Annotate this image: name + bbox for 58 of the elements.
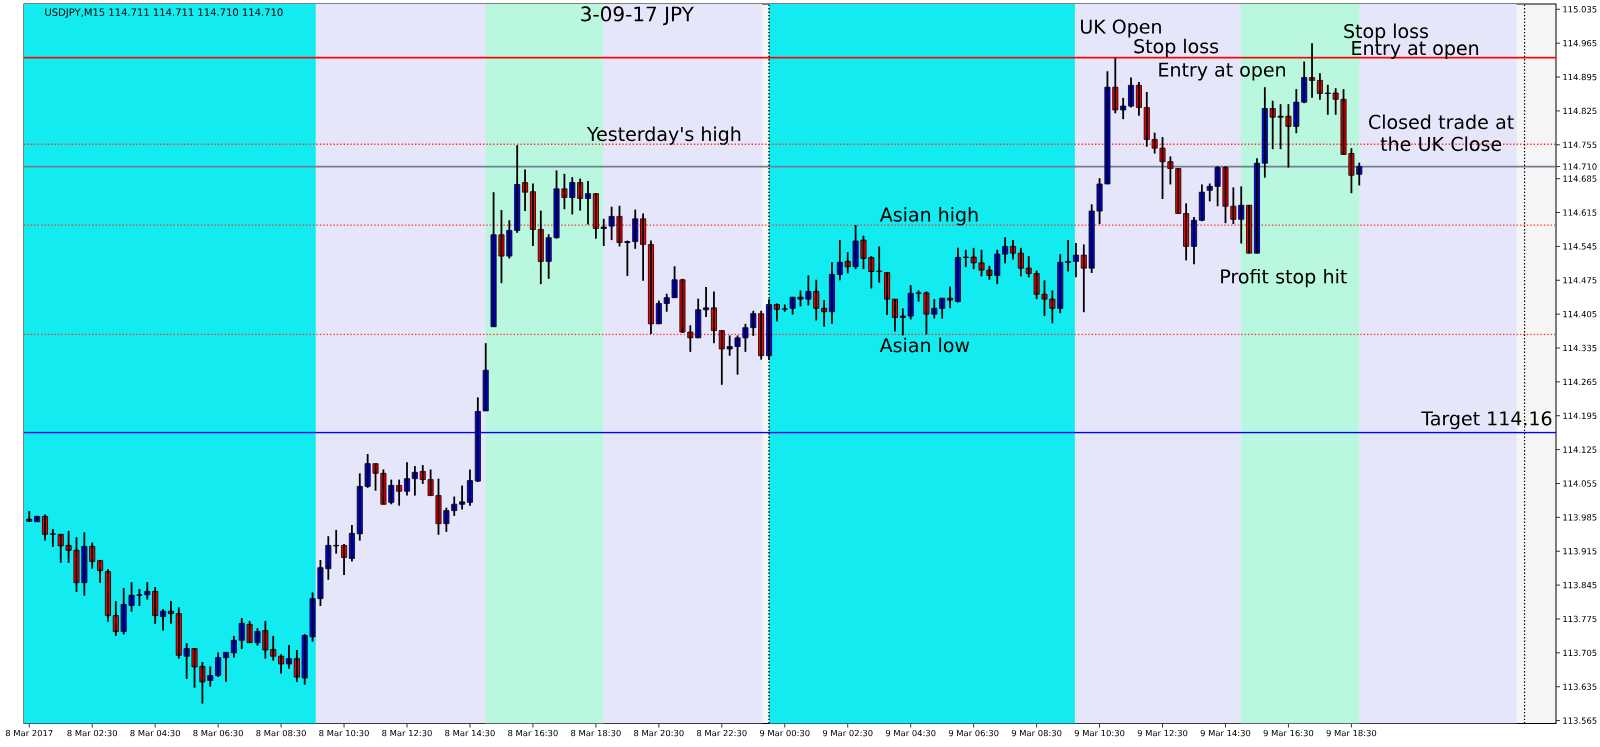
annotation: UK Open [1081,19,1161,38]
annotation: Stop loss [1344,23,1429,42]
y-tick-label: 114.475 [1563,277,1597,284]
y-tick-label: 114.335 [1563,344,1597,352]
y-tick-label: 113.775 [1563,615,1597,623]
annotation: Entry at open [1159,62,1286,81]
x-tick-label: 8 Mar 08:30 [256,729,306,737]
y-tick-label: 113.985 [1563,514,1597,521]
x-tick-label: 8 Mar 04:30 [130,729,180,737]
x-tick-label: 9 Mar 16:30 [1263,729,1314,737]
y-tick-label: 114.895 [1563,73,1597,81]
annotation: Profit stop hit [1221,268,1347,288]
y-tick-label: 114.710 [1563,163,1597,170]
y-tick-label: 114.685 [1563,175,1597,182]
y-tick-label: 114.405 [1563,310,1597,318]
y-tick-label: 113.845 [1563,581,1597,589]
y-tick-label: 114.615 [1563,209,1597,216]
annotation: Stop loss [1134,38,1219,58]
ref-line-label: Target 114.16 [1421,411,1552,430]
x-tick-label: 9 Mar 00:30 [759,729,810,737]
x-tick-label: 9 Mar 14:30 [1200,729,1251,737]
y-tick-label: 114.125 [1563,446,1597,453]
y-tick-label: 114.195 [1563,412,1597,419]
y-tick-label: 113.565 [1563,717,1597,724]
y-tick-label: 114.545 [1563,243,1597,250]
annotation: USDJPY,M15 114.711 114.711 114.710 114.710 [45,8,283,18]
y-tick-label: 115.035 [1563,6,1597,13]
x-tick-label: 9 Mar 18:30 [1326,729,1377,737]
x-tick-label: 8 Mar 14:30 [445,729,495,737]
x-tick-label: 8 Mar 18:30 [571,729,621,737]
x-tick-label: 8 Mar 22:30 [697,729,747,737]
y-tick-label: 113.915 [1563,548,1597,555]
annotation: Yesterday's high [586,126,741,145]
y-tick-label: 114.965 [1563,39,1597,47]
x-tick-label: 9 Mar 08:30 [1011,729,1062,737]
x-tick-label: 8 Mar 06:30 [193,729,243,737]
x-tick-label: 9 Mar 10:30 [1074,729,1125,737]
annotation: Closed trade at the UK Close [1369,114,1514,152]
x-tick-label: 8 Mar 20:30 [634,729,684,737]
x-tick-label: 8 Mar 16:30 [508,729,558,737]
y-tick-label: 114.265 [1563,378,1597,386]
x-tick-label: 9 Mar 04:30 [885,729,936,737]
y-tick-label: 114.755 [1563,141,1597,148]
x-tick-label: 8 Mar 02:30 [67,729,118,737]
annotation: Asian high [879,207,978,226]
x-tick-label: 8 Mar 10:30 [319,729,369,737]
annotation: Entry at open [1352,41,1479,59]
x-tick-label: 8 Mar 2017 [5,729,53,737]
chart-title: 3-09-17 JPY [581,6,694,26]
x-tick-label: 9 Mar 02:30 [822,729,873,737]
x-tick-label: 9 Mar 06:30 [948,729,999,737]
annotation: Asian low [879,337,970,353]
y-tick-label: 114.825 [1563,107,1597,115]
x-tick-label: 9 Mar 12:30 [1137,729,1188,737]
x-tick-label: 8 Mar 12:30 [382,729,432,737]
y-tick-label: 114.055 [1563,480,1597,487]
y-tick-label: 113.635 [1563,683,1597,690]
y-tick-label: 113.705 [1563,649,1597,657]
